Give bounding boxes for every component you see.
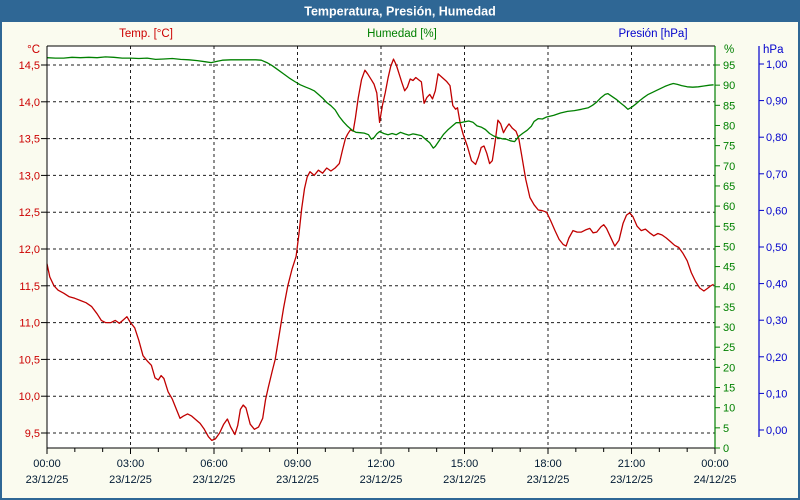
time-label: 09:00 xyxy=(284,458,312,470)
date-label: 23/12/25 xyxy=(109,474,152,486)
temp-tick-label: 14,0 xyxy=(19,97,40,109)
pressure-tick-label: 0,80 xyxy=(766,132,787,144)
humidity-tick-label: 10 xyxy=(723,403,735,415)
date-label: 23/12/25 xyxy=(360,474,403,486)
humidity-tick-label: 55 xyxy=(723,221,735,233)
humidity-tick-label: 85 xyxy=(723,100,735,112)
temp-series-line xyxy=(46,58,714,442)
humidity-tick-label: 65 xyxy=(723,181,735,193)
date-label: 23/12/25 xyxy=(443,474,486,486)
temp-tick-label: 13,0 xyxy=(19,170,40,182)
humidity-axis-unit: % xyxy=(724,44,734,56)
temp-tick-label: 12,0 xyxy=(19,244,40,256)
humidity-tick-label: 45 xyxy=(723,262,735,274)
pressure-tick-label: 0,00 xyxy=(766,425,787,437)
temp-tick-label: 9,5 xyxy=(25,428,40,440)
humidity-tick-label: 40 xyxy=(723,282,735,294)
humidity-tick-label: 30 xyxy=(723,322,735,334)
temp-tick-label: 14,5 xyxy=(19,60,40,72)
temp-axis-unit: °C xyxy=(27,44,40,56)
date-label: 23/12/25 xyxy=(527,474,570,486)
pressure-tick-label: 1,00 xyxy=(766,59,787,71)
time-label: 00:00 xyxy=(33,458,61,470)
humidity-tick-label: 50 xyxy=(723,241,735,253)
date-label: 23/12/25 xyxy=(193,474,236,486)
temp-tick-label: 10,5 xyxy=(19,354,40,366)
temp-tick-label: 10,0 xyxy=(19,391,40,403)
pressure-tick-label: 0,30 xyxy=(766,315,787,327)
pressure-tick-label: 0,20 xyxy=(766,352,787,364)
humidity-tick-label: 35 xyxy=(723,302,735,314)
page-title: Temperatura, Presión, Humedad xyxy=(304,5,496,19)
humidity-tick-label: 60 xyxy=(723,201,735,213)
pressure-tick-label: 0,40 xyxy=(766,279,787,291)
title-bar xyxy=(0,0,800,22)
axis-ticks xyxy=(41,63,764,454)
time-label: 00:00 xyxy=(701,458,729,470)
pressure-tick-label: 0,60 xyxy=(766,205,787,217)
humidity-tick-label: 5 xyxy=(723,423,729,435)
humidity-tick-label: 25 xyxy=(723,342,735,354)
humidity-tick-label: 95 xyxy=(723,60,735,72)
temp-tick-label: 11,0 xyxy=(19,318,40,330)
date-label: 23/12/25 xyxy=(26,474,69,486)
temp-tick-label: 12,5 xyxy=(19,207,40,219)
pressure-tick-label: 0,10 xyxy=(766,388,787,400)
axis-labels: 14,5 14,0 13,5 13,0 12,5 12,0 11,5 11,0 10,5 10,0… xyxy=(19,59,788,486)
time-label: 12:00 xyxy=(367,458,395,470)
pressure-tick-label: 0,90 xyxy=(766,96,787,108)
humidity-tick-label: 0 xyxy=(723,443,729,455)
date-label: 24/12/25 xyxy=(694,474,737,486)
legend-temperature: Temp. [°C] xyxy=(119,28,173,40)
humidity-tick-label: 80 xyxy=(723,120,735,132)
pressure-tick-label: 0,50 xyxy=(766,242,787,254)
data-series xyxy=(46,56,714,442)
humidity-tick-label: 75 xyxy=(723,141,735,153)
date-label: 23/12/25 xyxy=(276,474,319,486)
time-label: 06:00 xyxy=(200,458,228,470)
legend-pressure: Presión [hPa] xyxy=(618,28,687,40)
time-label: 03:00 xyxy=(117,458,145,470)
pressure-axis-unit: hPa xyxy=(763,44,784,56)
time-label: 15:00 xyxy=(451,458,479,470)
humidity-tick-label: 15 xyxy=(723,383,735,395)
pressure-tick-label: 0,70 xyxy=(766,169,787,181)
time-label: 18:00 xyxy=(534,458,562,470)
humidity-series-line xyxy=(46,56,714,149)
humidity-tick-label: 70 xyxy=(723,161,735,173)
legend-humidity: Humedad [%] xyxy=(367,28,437,40)
temp-tick-label: 11,5 xyxy=(19,281,40,293)
temp-tick-label: 13,5 xyxy=(19,134,40,146)
date-label: 23/12/25 xyxy=(610,474,653,486)
time-label: 21:00 xyxy=(618,458,646,470)
humidity-tick-label: 90 xyxy=(723,80,735,92)
humidity-tick-label: 20 xyxy=(723,362,735,374)
